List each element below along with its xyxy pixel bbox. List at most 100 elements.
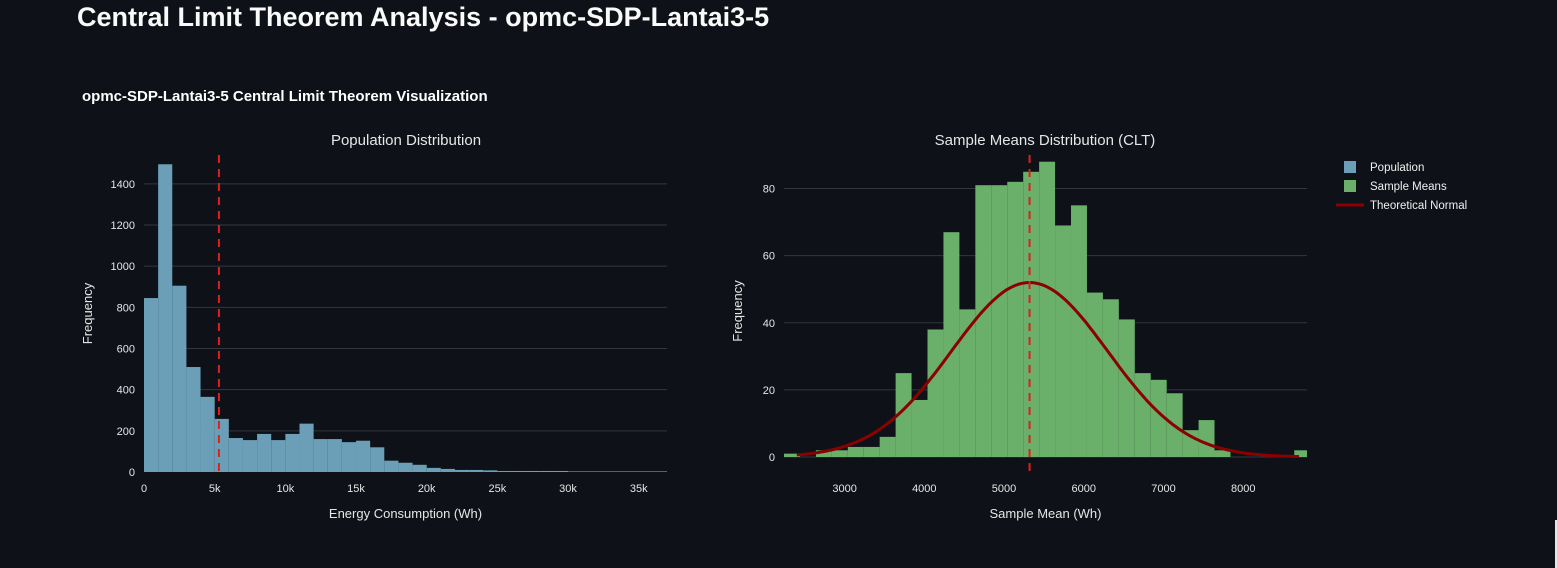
sample-means-bar	[1294, 450, 1307, 457]
y-tick-label: 800	[117, 302, 135, 314]
population-bar	[582, 471, 597, 472]
population-bar	[454, 469, 470, 472]
legend-label[interactable]: Population	[1370, 162, 1424, 174]
population-bar	[511, 470, 526, 472]
y-tick-label: 200	[117, 426, 135, 438]
population-bar	[624, 471, 639, 472]
sample-means-bar	[959, 309, 976, 457]
y-axis-title: Frequency	[80, 282, 95, 344]
sample-means-bar	[1198, 420, 1215, 457]
sample-means-bar	[943, 232, 960, 457]
y-tick-label: 1400	[111, 179, 135, 191]
population-bar	[483, 470, 498, 472]
theoretical-normal-line	[796, 280, 1299, 458]
sample-means-bar	[1086, 292, 1103, 457]
population-bar	[596, 471, 611, 472]
legend-swatch	[1344, 161, 1356, 173]
x-tick-label: 25k	[489, 483, 507, 495]
y-tick-label: 1200	[111, 220, 135, 232]
population-bar	[144, 298, 159, 472]
population-bar	[412, 464, 427, 472]
population-bar	[271, 440, 286, 472]
sample-means-bar	[847, 446, 864, 457]
x-tick-label: 35k	[630, 483, 648, 495]
y-tick-label: 80	[763, 184, 775, 196]
sample-means-bar	[863, 446, 880, 457]
page-title: Central Limit Theorem Analysis - opmc-SD…	[77, 2, 770, 32]
population-bar	[398, 462, 413, 472]
y-tick-label: 60	[763, 251, 775, 263]
sample-means-bar	[1118, 319, 1135, 457]
subplot-title: Population Distribution	[331, 132, 481, 149]
population-bar	[426, 467, 441, 472]
population-bar	[327, 439, 342, 472]
legend-label[interactable]: Sample Means	[1370, 181, 1447, 193]
population-bar	[200, 396, 215, 472]
population-bar	[285, 433, 300, 472]
population-bar	[652, 471, 667, 472]
population-bar	[257, 433, 272, 472]
sample-means-bar	[1102, 299, 1119, 457]
population-bar	[228, 438, 243, 472]
y-tick-label: 40	[763, 318, 775, 330]
x-tick-label: 4000	[912, 483, 936, 495]
x-axis-title: Energy Consumption (Wh)	[329, 506, 482, 521]
subplot-title: Sample Means Distribution (CLT)	[935, 132, 1156, 149]
x-tick-label: 5000	[992, 483, 1016, 495]
sample-means-bar	[1055, 225, 1072, 457]
population-bar	[440, 468, 455, 472]
x-tick-label: 5k	[209, 483, 221, 495]
legend-label[interactable]: Theoretical Normal	[1370, 200, 1467, 212]
population-bar	[299, 423, 314, 472]
population-bar	[313, 439, 328, 472]
x-tick-label: 6000	[1072, 483, 1096, 495]
y-tick-label: 0	[129, 467, 135, 479]
sample-means-bar	[879, 436, 896, 457]
x-tick-label: 10k	[276, 483, 294, 495]
population-bar	[469, 469, 484, 472]
sample-means-bar	[784, 453, 800, 457]
population-bar	[539, 470, 554, 472]
population-bar	[497, 470, 512, 472]
x-tick-label: 0	[141, 483, 147, 495]
population-bar	[242, 440, 258, 472]
scrollbar[interactable]	[1555, 520, 1557, 568]
sample-means-bar	[927, 329, 944, 457]
x-tick-label: 15k	[347, 483, 365, 495]
sample-means-bar	[831, 450, 848, 457]
x-tick-label: 8000	[1231, 483, 1255, 495]
population-panel: 0 200 400 600 800 1000 1200 1400 0 5k 10k 15k 20k 25k…	[80, 132, 667, 521]
population-bar	[186, 367, 201, 472]
figure-title: opmc-SDP-Lantai3-5 Central Limit Theorem…	[82, 88, 488, 105]
sample-means-bar	[1039, 161, 1056, 457]
sample-means-bar	[1007, 181, 1024, 457]
population-bar	[158, 164, 173, 472]
y-tick-label: 1000	[111, 261, 135, 273]
population-bar	[214, 418, 229, 472]
population-bar	[370, 447, 385, 472]
legend: Population Sample Means Theoretical Normal	[1336, 161, 1467, 212]
population-bar	[638, 471, 653, 472]
sample-means-bar	[991, 185, 1008, 457]
population-bar	[384, 460, 399, 472]
sample-means-bar	[975, 185, 992, 457]
population-bar	[553, 470, 569, 472]
sample-means-bar	[1134, 373, 1151, 457]
sample-means-bar	[1214, 450, 1231, 457]
population-bar	[525, 470, 540, 472]
x-tick-label: 20k	[418, 483, 436, 495]
sample-means-bar	[1071, 205, 1087, 457]
y-tick-label: 400	[117, 385, 135, 397]
x-tick-label: 3000	[832, 483, 856, 495]
y-tick-label: 20	[763, 385, 775, 397]
population-bar	[568, 471, 583, 472]
x-axis-title: Sample Mean (Wh)	[990, 506, 1102, 521]
sample-means-bar	[911, 399, 928, 457]
population-bar	[341, 442, 357, 472]
sample-means-bar	[815, 450, 832, 457]
population-bar	[610, 471, 625, 472]
sample-means-bar	[1023, 171, 1040, 457]
population-bar	[172, 285, 187, 472]
x-tick-label: 7000	[1151, 483, 1175, 495]
